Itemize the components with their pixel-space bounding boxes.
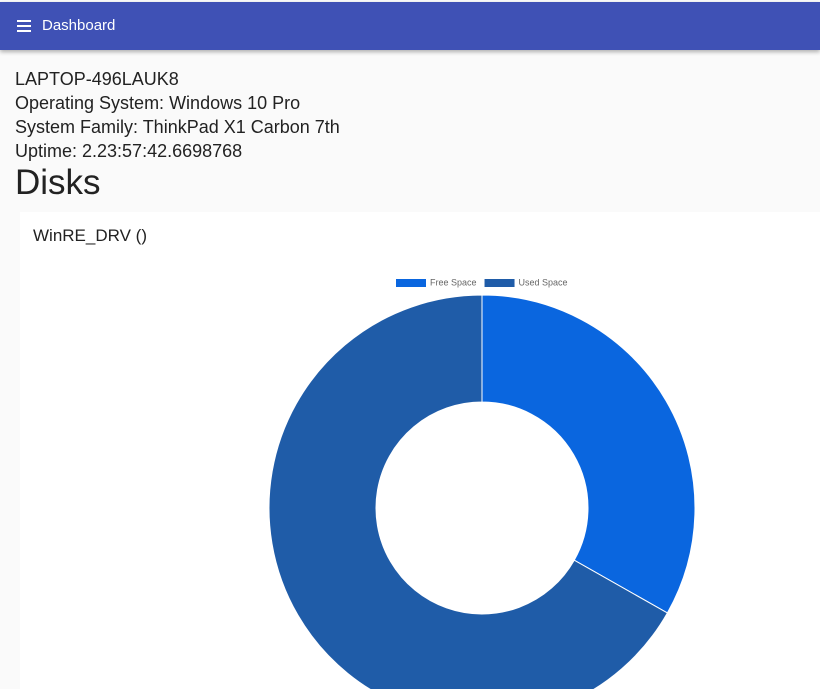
menu-button[interactable] xyxy=(17,20,31,32)
legend-label[interactable]: Free Space xyxy=(430,277,477,287)
legend-label[interactable]: Used Space xyxy=(519,277,568,287)
doughnut-segment xyxy=(268,294,669,689)
doughnut-segment xyxy=(481,294,696,614)
legend-swatch[interactable] xyxy=(484,279,515,287)
chart: Free Space Used Space xyxy=(268,277,696,689)
uptime: Uptime: 2.23:57:42.6698768 xyxy=(15,141,243,161)
section-title: Disks xyxy=(15,163,101,202)
legend-swatch[interactable] xyxy=(396,279,426,287)
disk-card: Free Space Used Space WinRE_DRV () xyxy=(20,212,820,689)
hostname: LAPTOP-496LAUK8 xyxy=(15,69,179,89)
app-title: Dashboard xyxy=(42,17,116,34)
card-title: WinRE_DRV () xyxy=(33,226,147,245)
os-info: Operating System: Windows 10 Pro xyxy=(15,93,301,113)
system-family: System Family: ThinkPad X1 Carbon 7th xyxy=(15,117,340,137)
app-bar: Dashboard xyxy=(0,2,820,50)
